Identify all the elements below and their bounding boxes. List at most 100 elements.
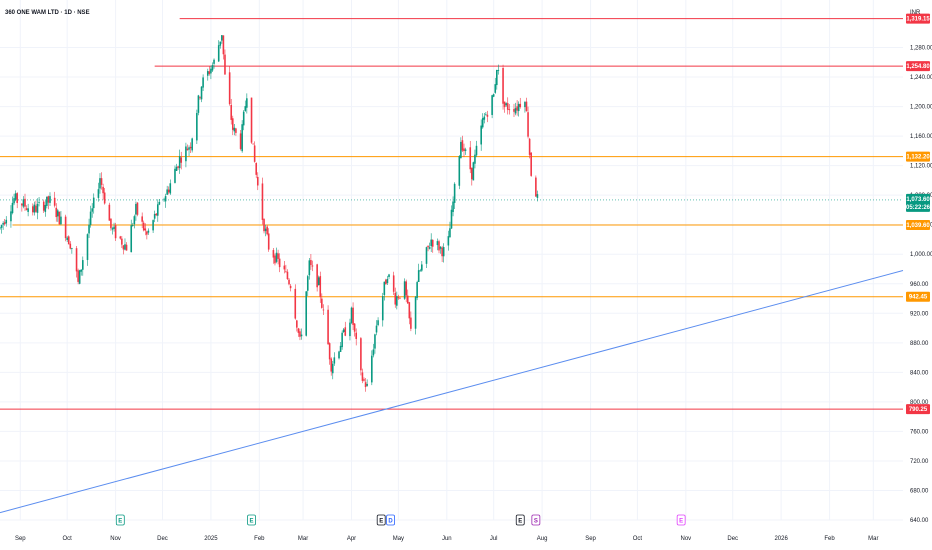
candle-body [333, 357, 336, 364]
level-badge-label: 790.25 [909, 407, 928, 413]
candle-body [505, 103, 507, 106]
price-tick-label: 640.00 [910, 518, 929, 524]
candle-body [294, 288, 297, 319]
event-marker[interactable] [115, 514, 125, 526]
candle-body [353, 323, 356, 332]
candle-body [219, 41, 222, 46]
level-badge [906, 61, 930, 72]
candle-body [536, 194, 539, 198]
candle-body [239, 133, 242, 149]
candle-body [158, 201, 161, 205]
price-tick-label: 800.00 [910, 400, 929, 406]
candle-body [363, 379, 365, 381]
candle-body [36, 203, 39, 213]
candle-body [513, 109, 515, 112]
candle-body [475, 145, 478, 156]
candle-body [64, 216, 67, 239]
candle-body [516, 106, 518, 111]
event-marker[interactable] [247, 514, 256, 526]
time-tick-label: Dec [727, 536, 738, 542]
candle-body [322, 309, 325, 311]
candle-body [397, 297, 400, 299]
candle-body [22, 199, 25, 207]
event-marker[interactable] [676, 514, 686, 526]
level-badge [906, 404, 930, 415]
candle-body [152, 220, 154, 231]
candle-body [328, 343, 331, 360]
candle-body [528, 138, 531, 155]
candle-body [110, 218, 112, 229]
candle-body [144, 228, 147, 231]
candle-body [199, 97, 201, 99]
candle-body [416, 282, 418, 298]
candle-body [300, 334, 303, 337]
time-tick-label: Sep [15, 536, 26, 542]
candle-body [67, 236, 70, 245]
candle-body [55, 207, 58, 218]
candle-body [242, 111, 245, 126]
time-tick-label: Aug [537, 536, 548, 542]
currency-label: INR [910, 10, 921, 16]
time-tick-label: Dec [157, 536, 168, 542]
time-tick-label: Nov [110, 536, 121, 542]
candle-body [97, 189, 100, 198]
candle-body [24, 198, 26, 207]
candle-body [296, 320, 298, 328]
candle-body [82, 260, 84, 270]
trendline[interactable] [0, 269, 904, 514]
event-marker[interactable] [376, 514, 386, 526]
candle-body [514, 108, 517, 114]
candle-body [42, 201, 45, 211]
candle-body [396, 296, 398, 306]
candle-body [189, 146, 192, 149]
candle-body [277, 253, 279, 259]
time-tick-label: 2025 [204, 536, 218, 542]
candle-body [202, 77, 204, 88]
candle-body [330, 358, 333, 372]
level-badge-label: 1,132.20 [906, 155, 930, 161]
candle-body [286, 271, 289, 280]
price-tick-label: 840.00 [910, 370, 929, 376]
time-tick-label: Oct [63, 536, 73, 542]
candle-body [403, 281, 406, 299]
candle-body [427, 245, 429, 248]
price-tick-label: 1,000.00 [910, 252, 932, 258]
candle-body [233, 127, 236, 132]
candle-body [122, 245, 125, 250]
candle-body [256, 176, 259, 186]
candle-body [385, 279, 387, 285]
time-axis[interactable]: Sep Oct Nov Dec 2025 Feb Mar Apr May Jun Jul Aug Sep… [15, 536, 879, 542]
candle-body [288, 279, 290, 285]
candle-body [44, 204, 47, 212]
price-tick-label: 680.00 [910, 488, 929, 494]
event-marker[interactable] [515, 514, 525, 526]
candle-body [0, 227, 1, 229]
candle-body [71, 247, 73, 249]
candle-body [77, 270, 79, 282]
candle-body [410, 317, 412, 329]
candle-body [372, 349, 375, 356]
candle-body [386, 279, 389, 284]
candle-body [169, 183, 172, 194]
event-marker[interactable] [531, 514, 541, 526]
candle-body [124, 244, 126, 250]
candle-body [405, 281, 407, 296]
price-axis[interactable]: 640.00 680.00 720.00 760.00 800.00 840.00 880.… [910, 46, 932, 524]
candle-body [394, 292, 397, 305]
candle-body [464, 149, 467, 151]
candle-body [228, 72, 231, 105]
candle-body [377, 320, 379, 326]
candle-body [222, 35, 225, 55]
candle-body [174, 168, 176, 183]
candle-body [164, 196, 167, 202]
candle-body [47, 196, 50, 203]
candle-body [133, 216, 136, 225]
event-marker[interactable] [386, 514, 395, 526]
candle-body [430, 239, 432, 247]
candle-body [366, 383, 368, 386]
candle-body [57, 210, 59, 217]
candle-body [519, 103, 522, 108]
price-tick-label: 1,120.00 [910, 164, 932, 170]
